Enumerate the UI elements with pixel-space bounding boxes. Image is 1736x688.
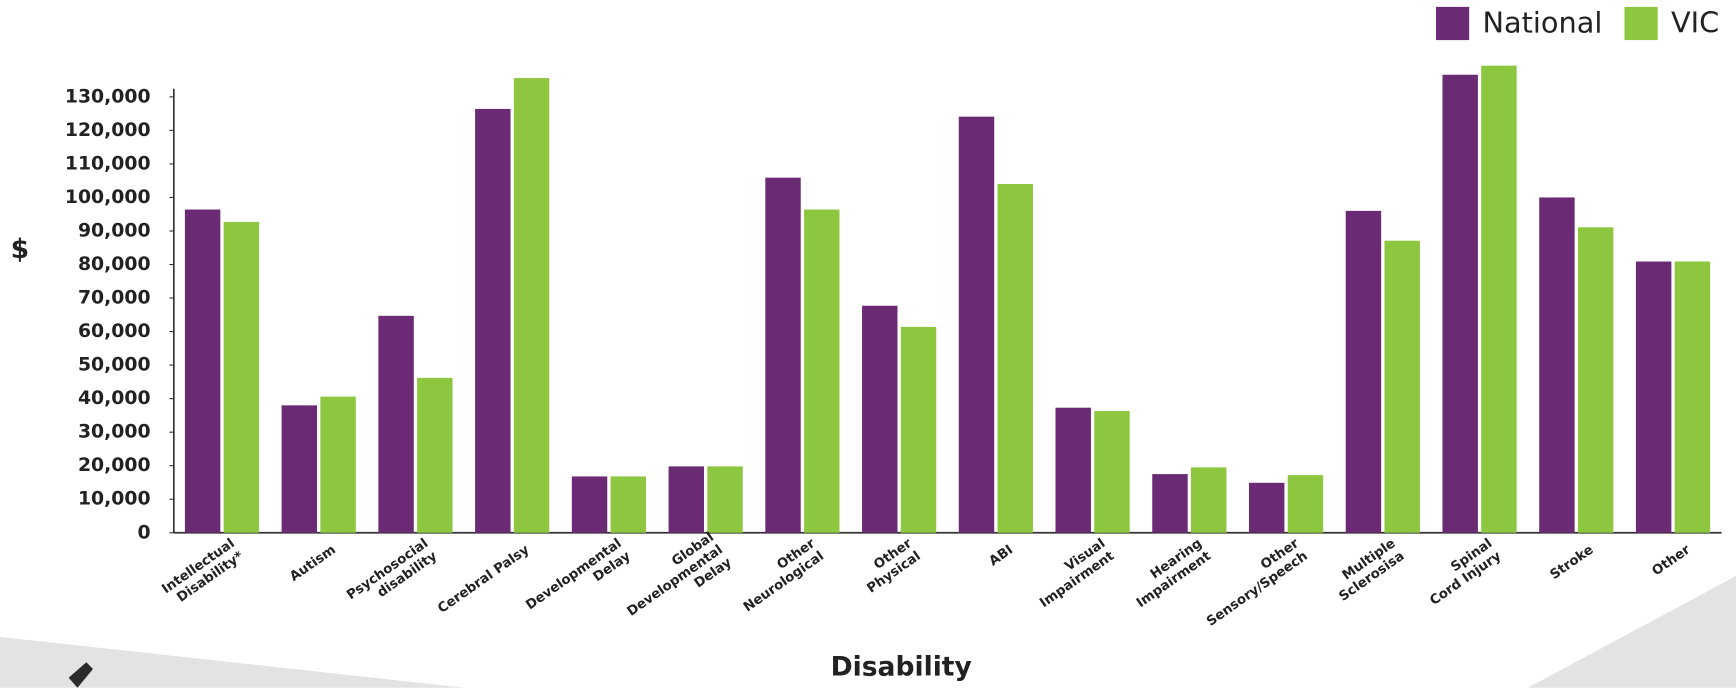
x-tick-label: SpinalCord Injury [1419, 536, 1505, 609]
x-tick-label: DevelopmentalDelay [523, 536, 633, 626]
decor [68, 662, 93, 688]
x-tick-label: Autism [287, 543, 338, 585]
bar [1481, 65, 1517, 533]
x-tick-label: VisualImpairment [1028, 536, 1117, 611]
label-line: ABI [987, 543, 1016, 570]
y-tick-label: 100,000 [65, 187, 151, 208]
x-tick-label: OtherPhysical [856, 536, 924, 597]
bar [1152, 474, 1188, 533]
bar [1094, 411, 1130, 533]
bar [862, 305, 898, 533]
y-tick-label: 50,000 [78, 355, 151, 376]
decor [1527, 575, 1736, 688]
bar [320, 396, 356, 533]
x-tick-label: Psychosocialdisability [344, 536, 440, 616]
y-tick-label: 110,000 [65, 153, 151, 174]
bar [417, 377, 453, 533]
y-tick-label: 20,000 [78, 455, 151, 476]
bar [1442, 74, 1478, 533]
legend-swatch [1435, 6, 1470, 41]
label-line: Autism [287, 543, 338, 585]
y-tick-label: 30,000 [78, 422, 151, 443]
x-axis-label: Disability [831, 651, 972, 682]
bar [1674, 261, 1711, 533]
x-tick-label: OtherSensory/Speech [1195, 536, 1311, 630]
bar [997, 184, 1033, 533]
y-tick-label: 70,000 [78, 288, 151, 309]
bar [1384, 240, 1420, 533]
label-line: Other [1650, 542, 1694, 579]
label-line: Cerebral Palsy [435, 542, 532, 616]
bar [223, 221, 260, 533]
bar [184, 209, 221, 533]
x-tick-label: IntellectualDisability* [159, 536, 246, 610]
x-tick-label: OtherNeurological [732, 536, 827, 615]
legend-label: VIC [1671, 6, 1719, 40]
bar [668, 466, 705, 533]
bar [1539, 197, 1575, 533]
bar [378, 315, 414, 533]
bar [610, 476, 647, 533]
bar [1191, 467, 1227, 533]
bar [571, 476, 608, 533]
bar [1248, 482, 1285, 533]
x-tick-label: Cerebral Palsy [435, 542, 532, 616]
x-tick-label: GlobalDevelopmentalDelay [616, 530, 735, 633]
y-tick-label: 40,000 [78, 388, 151, 409]
y-tick-label: 80,000 [78, 254, 151, 275]
y-tick-label: 0 [137, 522, 150, 543]
bar [1635, 261, 1672, 533]
bar [475, 108, 511, 533]
x-tick-label: HearingImpairment [1125, 536, 1214, 611]
x-tick-label: MultipleSclerosisa [1328, 536, 1408, 605]
legend-label: National [1482, 6, 1602, 40]
y-tick-label: 60,000 [78, 321, 151, 342]
legend-swatch [1624, 6, 1658, 41]
x-tick-label: Stroke [1548, 543, 1597, 583]
label-line: Stroke [1548, 543, 1597, 583]
decor [0, 636, 465, 688]
bar [900, 326, 937, 533]
bar [1055, 407, 1091, 533]
bar [281, 405, 318, 533]
x-tick-label: Other [1650, 542, 1694, 579]
bar [765, 177, 801, 533]
x-tick-label: ABI [987, 543, 1016, 570]
bar [707, 466, 743, 533]
y-tick-label: 10,000 [78, 489, 151, 510]
bar [958, 116, 995, 533]
y-tick-label: 120,000 [65, 120, 151, 141]
bar [1577, 227, 1614, 533]
y-axis-label: $ [11, 234, 29, 265]
bar [1287, 475, 1324, 533]
bar [513, 78, 550, 533]
y-tick-label: 130,000 [65, 86, 151, 107]
bar [804, 209, 840, 533]
bar [1345, 210, 1382, 533]
y-tick-label: 90,000 [78, 220, 151, 241]
